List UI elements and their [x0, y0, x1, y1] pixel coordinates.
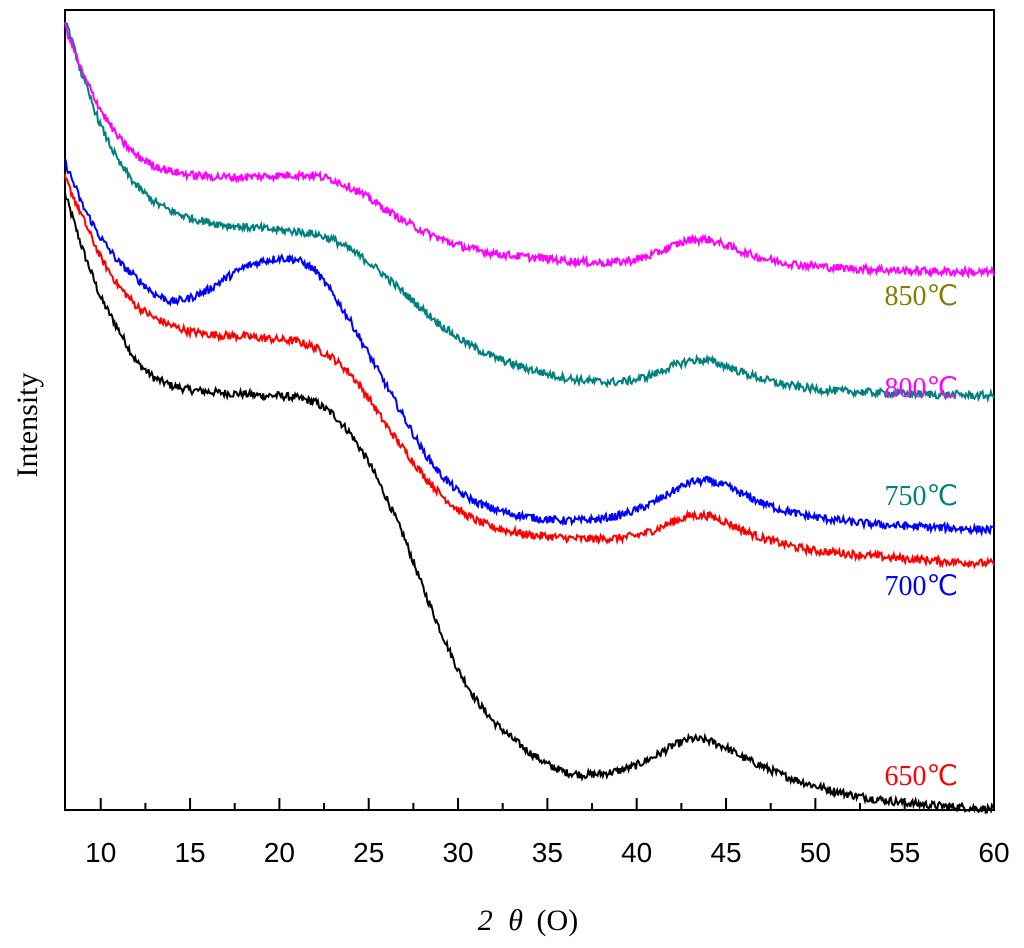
series-label-850: 850℃ [885, 281, 958, 312]
x-tick-label: 10 [85, 837, 116, 868]
x-tick-label: 50 [800, 837, 831, 868]
x-tick-label: 30 [442, 837, 473, 868]
series-line-650 [64, 192, 995, 814]
plot-frame [64, 9, 995, 811]
x-tick-label: 35 [532, 837, 563, 868]
x-tick-label: 15 [174, 837, 205, 868]
x-axis-title-theta: θ [508, 904, 523, 937]
x-tick-label: 20 [264, 837, 295, 868]
x-tick-label: 25 [353, 837, 384, 868]
series-line-800 [64, 21, 995, 404]
series-line-850 [64, 22, 995, 280]
x-tick-label: 45 [710, 837, 741, 868]
x-axis-title-unit: (O) [537, 904, 579, 937]
x-tick-label: 60 [978, 837, 1009, 868]
series-label-700: 700℃ [885, 571, 958, 602]
series-labels: 650℃ 700℃ 750℃ 800℃ 850℃ [885, 281, 958, 792]
series-line-750 [64, 158, 995, 538]
x-axis-title-two: 2 [478, 904, 493, 937]
x-tick-label: 55 [889, 837, 920, 868]
x-tick-label: 40 [621, 837, 652, 868]
series-label-750: 750℃ [885, 481, 958, 512]
x-axis-title: 2 θ (O) [478, 904, 578, 937]
series-label-650: 650℃ [885, 761, 958, 792]
series-layer [64, 21, 995, 814]
series-line-700 [64, 174, 995, 570]
x-axis: 10 15 20 25 30 35 40 45 50 55 60 [85, 798, 1010, 868]
series-label-800: 800℃ [885, 373, 958, 404]
y-axis-title: Intensity [11, 373, 44, 478]
